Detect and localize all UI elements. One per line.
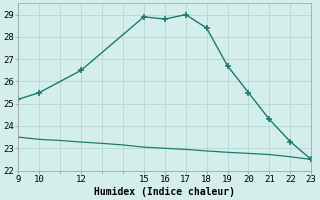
X-axis label: Humidex (Indice chaleur): Humidex (Indice chaleur) bbox=[94, 186, 235, 197]
